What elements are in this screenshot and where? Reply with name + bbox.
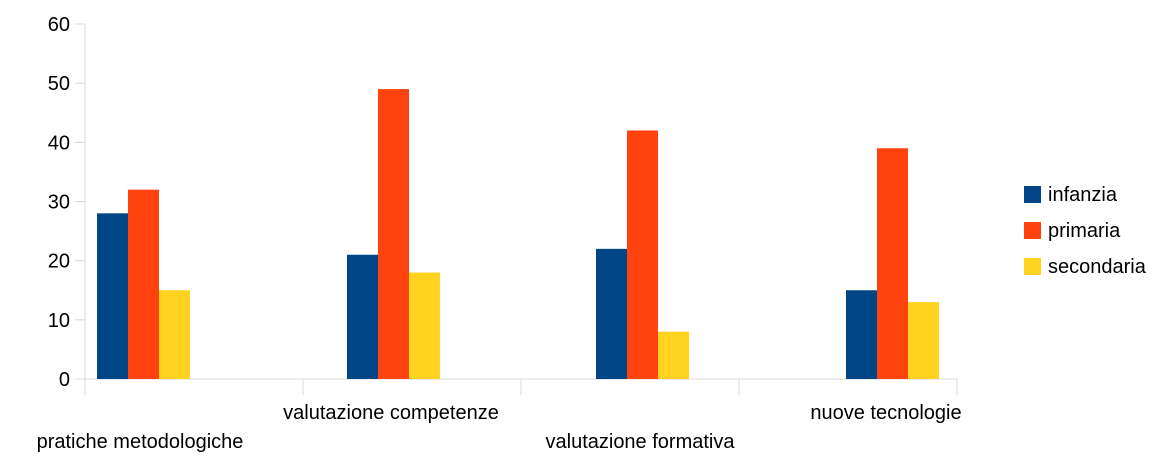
bars [97,89,939,379]
legend-label: secondaria [1048,256,1147,278]
y-tick-label: 50 [48,73,70,95]
bar-primaria [128,189,159,379]
bar-secondaria [159,290,190,379]
y-tick-label: 0 [59,369,70,391]
y-axis: 0 10 20 30 40 50 60 [48,14,86,391]
legend-label: primaria [1048,220,1121,242]
y-tick-label: 30 [48,192,70,214]
legend-label: infanzia [1048,184,1118,206]
x-category-label: valutazione competenze [283,402,499,424]
bar-infanzia [846,290,877,379]
legend-swatch-infanzia [1024,186,1041,203]
bar-secondaria [409,272,440,379]
legend-swatch-primaria [1024,222,1041,239]
legend-swatch-secondaria [1024,258,1041,275]
bar-primaria [877,148,908,379]
legend: infanzia primaria secondaria [1024,184,1147,278]
bar-primaria [378,89,409,379]
bar-infanzia [347,254,378,379]
x-axis [84,378,958,395]
y-tick-label: 20 [48,251,70,273]
x-axis-labels: pratiche metodologiche valutazione compet… [37,402,962,453]
y-tick-label: 10 [48,310,70,332]
bar-primaria [627,130,658,379]
bar-secondaria [908,302,939,379]
bar-infanzia [596,248,627,379]
bar-infanzia [97,213,128,379]
y-tick-label: 40 [48,132,70,154]
x-category-label: pratiche metodologiche [37,431,244,453]
y-tick-label: 60 [48,14,70,36]
x-category-label: nuove tecnologie [810,402,961,424]
bar-secondaria [658,331,689,379]
x-category-label: valutazione formativa [546,431,736,453]
